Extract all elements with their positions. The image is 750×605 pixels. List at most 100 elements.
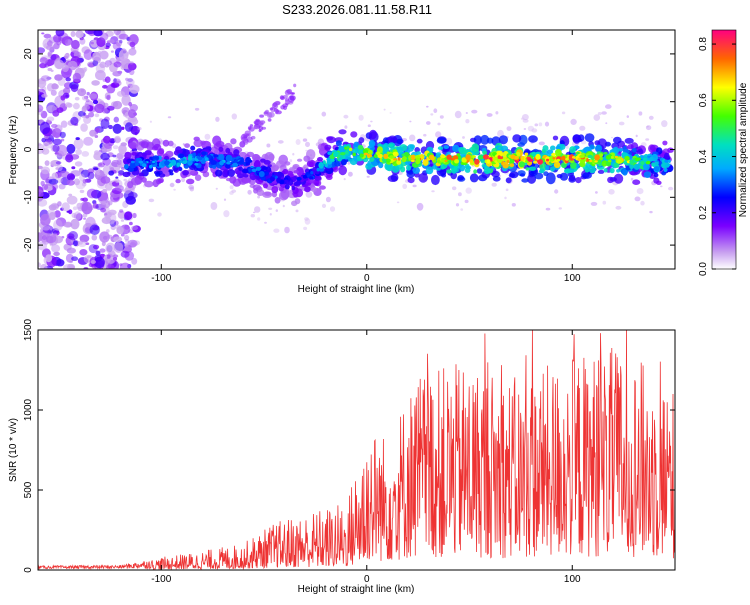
spectrogram-mark xyxy=(233,149,240,157)
spectrogram-mark xyxy=(391,165,400,173)
spectrogram-mark xyxy=(223,198,227,201)
spectrogram-mark xyxy=(553,161,561,168)
spectrogram-mark xyxy=(38,232,43,243)
spectrogram-mark xyxy=(215,116,220,122)
spectrogram-mark xyxy=(107,105,115,111)
spectrogram-mark xyxy=(437,122,441,126)
spectrogram-mark xyxy=(223,210,230,218)
spectrogram-mark xyxy=(412,184,417,188)
spectrogram-mark xyxy=(41,148,50,155)
spectrogram-mark xyxy=(538,122,543,127)
spectrogram-mark xyxy=(546,149,554,155)
spectrogram-mark xyxy=(60,95,66,101)
spectrogram-mark xyxy=(128,142,137,149)
spectrogram-mark xyxy=(67,60,78,71)
spectrogram-mark xyxy=(544,165,550,171)
spectrogram-mark xyxy=(506,160,510,163)
spectrogram-mark xyxy=(106,229,110,233)
spectrogram-mark xyxy=(115,185,124,192)
spectrogram-mark xyxy=(593,114,601,121)
spectrogram-mark xyxy=(602,200,607,205)
spectrogram-mark xyxy=(282,168,289,175)
spectrogram-mark xyxy=(522,119,529,123)
spectrogram-mark xyxy=(93,30,103,37)
spectrogram-mark xyxy=(601,111,607,115)
spectrogram-mark xyxy=(594,154,600,161)
snr-y-label: SNR (10 * v/v) xyxy=(8,418,19,482)
spectrogram-mark xyxy=(383,153,389,159)
spectrogram-mark xyxy=(252,184,261,191)
spectrogram-mark xyxy=(255,166,262,171)
spectrogram-mark xyxy=(66,247,76,254)
spectrogram-mark xyxy=(251,168,257,172)
spectrogram-mark xyxy=(580,159,586,163)
colorbar-tick-label: 0.8 xyxy=(698,37,709,51)
spectrogram-mark xyxy=(423,133,427,137)
spectrogram-mark xyxy=(455,203,460,207)
spectrogram-mark xyxy=(538,141,545,146)
spectrogram-mark xyxy=(402,183,408,189)
spectrogram-mark xyxy=(59,131,66,139)
spectrogram-mark xyxy=(414,155,421,160)
spectrogram-mark xyxy=(99,231,110,243)
spectrogram-mark xyxy=(204,157,209,162)
spectrogram-mark xyxy=(40,110,48,119)
spectrogram-mark xyxy=(51,244,61,253)
spectrogram-mark xyxy=(369,129,377,140)
spectrogram-mark xyxy=(86,188,98,199)
spectrogram-mark xyxy=(656,180,662,185)
spectrogram-mark xyxy=(99,248,106,253)
spectrogram-mark xyxy=(277,140,284,144)
spectrogram-mark xyxy=(528,135,538,143)
spectrogram-mark xyxy=(135,161,139,167)
spectrogram-mark xyxy=(579,161,586,168)
spectrogram-mark xyxy=(392,151,399,157)
spectrogram-mark xyxy=(545,172,556,185)
spectrogram-mark xyxy=(284,184,290,190)
spectrogram-mark xyxy=(75,148,82,155)
spectrogram-mark xyxy=(340,159,347,166)
spectrogram-mark xyxy=(358,137,365,144)
spectrogram-mark xyxy=(95,127,100,133)
spectrogram-mark xyxy=(105,182,113,191)
spectrogram-mark xyxy=(310,186,317,192)
spectrogram-mark xyxy=(248,168,253,173)
spectrogram-mark xyxy=(502,161,509,169)
spectrogram-mark xyxy=(116,159,122,166)
spectrogram-mark xyxy=(175,146,182,154)
spectrogram-mark xyxy=(457,155,462,160)
spectrogram-mark xyxy=(100,207,107,213)
spectrogram-mark xyxy=(441,173,447,178)
spectrogram-mark xyxy=(242,168,249,174)
spectrogram-mark xyxy=(359,147,364,150)
spectrogram-mark xyxy=(204,133,211,140)
spectrogram-mark xyxy=(505,177,512,184)
spectrogram-mark xyxy=(476,168,483,174)
spectrogram-mark xyxy=(621,152,626,157)
spectrogram-mark xyxy=(93,256,105,269)
spectrogram-mark xyxy=(538,169,544,174)
spectrogram-mark xyxy=(47,67,53,72)
spectrogram-mark xyxy=(327,151,332,155)
spectrogram-mark xyxy=(117,173,123,177)
spectrogram-mark xyxy=(366,153,373,158)
spectrogram-mark xyxy=(627,144,634,150)
spectrogram-mark xyxy=(550,166,555,172)
spectrogram-mark xyxy=(111,101,119,108)
spectrogram-mark xyxy=(124,164,129,170)
spectrogram-mark xyxy=(483,166,491,175)
spectrogram-mark xyxy=(446,169,452,174)
spectrogram-mark xyxy=(416,202,424,211)
spectrogram-mark xyxy=(465,112,468,114)
spectrogram-mark xyxy=(97,162,106,168)
spectrogram-mark xyxy=(112,154,117,158)
spectrogram-mark xyxy=(376,151,381,155)
spectrogram-mark xyxy=(142,163,147,168)
spectrogram-mark xyxy=(38,47,46,54)
spectrogram-mark xyxy=(144,150,152,156)
spectrogram-mark xyxy=(559,172,569,181)
spectrogram-mark xyxy=(653,172,659,178)
spectrogram-mark xyxy=(155,171,161,177)
